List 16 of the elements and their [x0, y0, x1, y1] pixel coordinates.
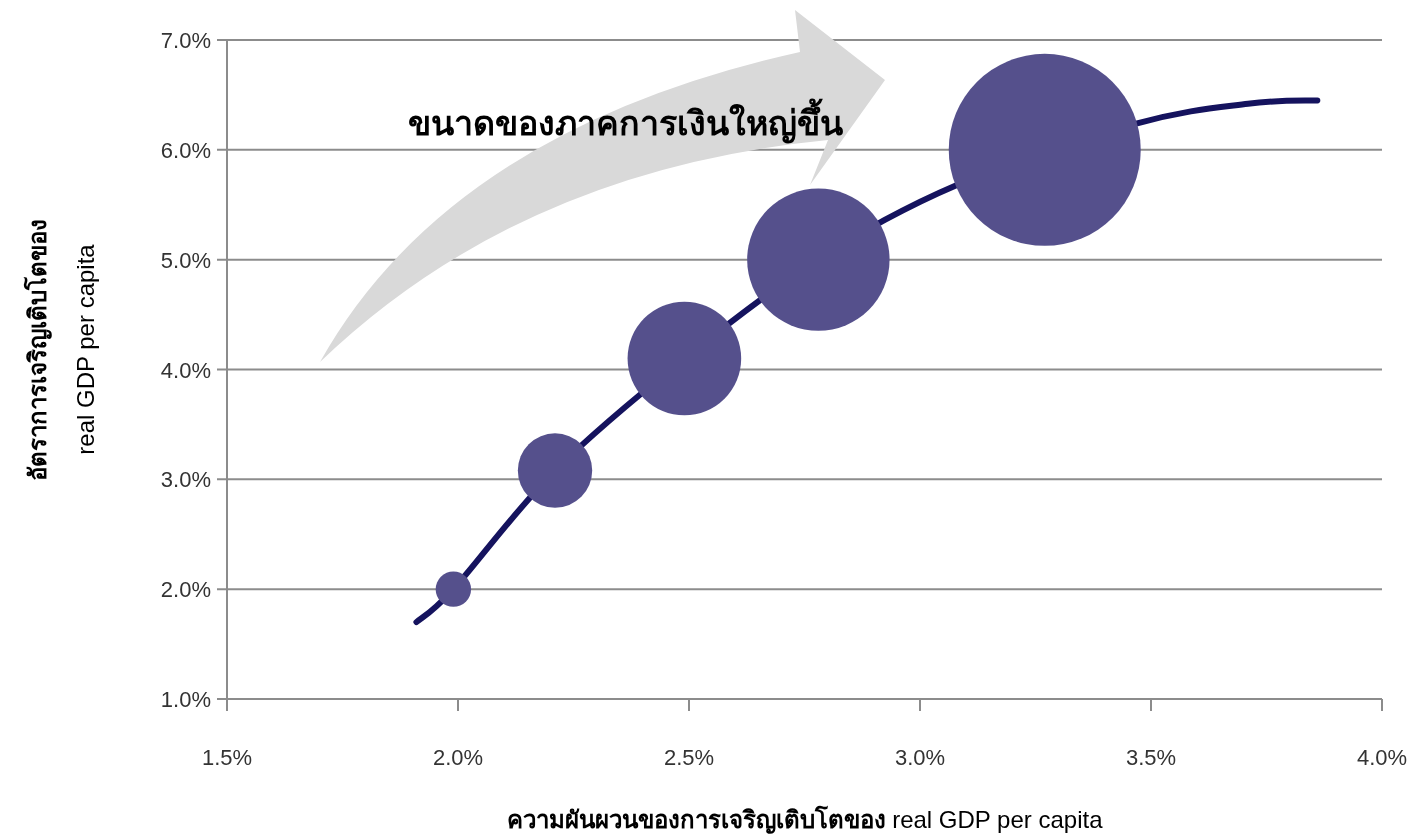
x-axis-title: ความผันผวนของการเจริญเติบโตของ real GDP per capita: [506, 805, 1104, 834]
y-tick-label: 7.0%: [160, 28, 211, 53]
annotation: ขนาดของภาคการเงินใหญ่ขึ้น: [408, 98, 843, 144]
y-tick-label: 1.0%: [160, 687, 211, 712]
y-tick-label: 5.0%: [160, 247, 211, 273]
y-tick-label: 4.0%: [160, 357, 211, 383]
y-axis-title: อัตราการเจริญเติบโตของ real GDP per capita: [23, 218, 99, 481]
x-tick-label: 2.5%: [663, 745, 715, 770]
y-tick-label: 3.0%: [160, 467, 211, 493]
y-tick-label: 6.0%: [160, 137, 211, 163]
x-tick-label: 3.0%: [894, 745, 946, 770]
x-tick-label: 4.0%: [1356, 745, 1408, 770]
x-tick-label: 3.5%: [1125, 745, 1177, 770]
x-tick-label: 2.0%: [432, 745, 484, 770]
x-tick-label: 1.5%: [201, 745, 253, 770]
y-tick-label: 2.0%: [160, 577, 211, 603]
